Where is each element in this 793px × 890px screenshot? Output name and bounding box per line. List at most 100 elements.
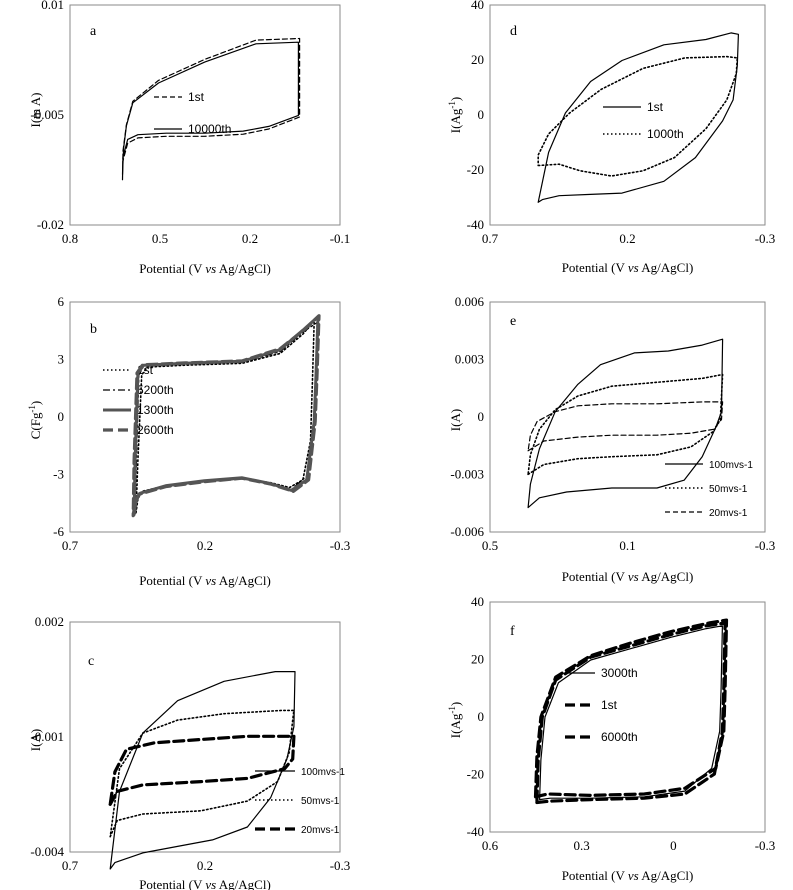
y-tick-label: 40 [471, 0, 484, 12]
y-tick-label: -0.004 [30, 844, 64, 859]
panel-label: a [90, 24, 97, 39]
x-tick-label: 0.2 [197, 858, 213, 873]
legend-label: 3000th [601, 666, 638, 680]
y-axis-label: I(Ag-1) [447, 97, 463, 133]
x-tick-label: -0.3 [755, 538, 776, 553]
x-tick-label: 0.7 [62, 858, 79, 873]
legend-label: 1st [188, 90, 205, 104]
x-tick-label: 0.6 [482, 838, 499, 853]
legend-label: 100mvs-1 [709, 460, 753, 471]
legend-label: 20mvs-1 [709, 508, 748, 519]
panel-label: f [510, 624, 515, 639]
y-tick-label: 0 [478, 709, 485, 724]
panel-label: c [88, 654, 94, 669]
x-tick-label: -0.1 [330, 231, 351, 246]
y-tick-label: 3 [58, 352, 65, 367]
plot-frame [69, 301, 341, 533]
legend-label: 20mvs-1 [301, 825, 340, 836]
y-tick-label: 6 [58, 294, 65, 309]
y-tick-label: 0.01 [41, 0, 64, 12]
legend-label: 2600th [137, 423, 174, 437]
y-tick-label: -20 [467, 162, 484, 177]
x-axis-label: Potential (V vs Ag/AgCl) [562, 569, 694, 584]
legend-label: 1300th [137, 403, 174, 417]
x-tick-label: 0.2 [242, 231, 258, 246]
legend-label: 100mvs-1 [301, 767, 345, 778]
series-curve-10000th [121, 41, 299, 176]
x-axis-label: Potential (V vs Ag/AgCl) [562, 260, 694, 275]
series-curve-3000th [539, 625, 723, 801]
y-tick-label: -40 [467, 217, 484, 232]
y-axis-label: I(A) [448, 409, 463, 431]
y-axis-label: I(A) [28, 729, 43, 751]
x-tick-label: 0.1 [619, 538, 635, 553]
series-curve-1st [537, 32, 739, 203]
x-tick-label: -0.3 [330, 858, 351, 873]
x-tick-label: 0.2 [619, 231, 635, 246]
legend-label: 1st [647, 100, 664, 114]
plot-frame [489, 301, 766, 533]
series-curve-20mvs-1 [527, 401, 724, 452]
x-tick-label: 0.5 [152, 231, 168, 246]
y-tick-label: -6 [53, 524, 64, 539]
y-tick-label: -0.005 [30, 107, 64, 122]
plot-frame [489, 4, 766, 226]
y-tick-label: 0.006 [455, 294, 485, 309]
panel-f: f 40 20 0 -20 -400.6 0.3 0 -0.3 Potential (V vs A… [447, 594, 775, 883]
series-curve-100mvs-1 [109, 671, 296, 870]
y-tick-label: 40 [471, 594, 484, 609]
legend-label: 1st [601, 698, 618, 712]
y-axis-label: I(Ag-1) [447, 702, 463, 738]
series-curve-50mvs-1 [109, 709, 295, 838]
plot-frame [69, 4, 341, 226]
legend-label: 50mvs-1 [709, 484, 748, 495]
x-tick-label: 0.2 [197, 538, 213, 553]
y-tick-label: 0 [478, 409, 485, 424]
y-tick-label: -3 [53, 467, 64, 482]
panel-label: e [510, 314, 516, 329]
series-curve-100mvs-1 [527, 338, 724, 509]
x-tick-label: 0.8 [62, 231, 78, 246]
y-tick-label: -0.006 [450, 524, 484, 539]
legend-label: 5200th [137, 383, 174, 397]
x-axis-label: Potential (V vs Ag/AgCl) [139, 261, 271, 276]
panel-d: d 40 20 0 -20 -400.7 0.2 -0.3 Potential (V vs Ag… [447, 0, 775, 275]
y-tick-label: -40 [467, 824, 484, 839]
series-curve-1000th [537, 55, 739, 177]
legend-label: 10000th [188, 122, 231, 136]
series-curve-5200th [134, 321, 318, 515]
x-tick-label: -0.3 [755, 838, 776, 853]
y-tick-label: 20 [471, 652, 484, 667]
y-tick-label: 20 [471, 52, 484, 67]
y-tick-label: -20 [467, 767, 484, 782]
series-curve-20mvs-1 [108, 734, 296, 806]
panel-label: b [90, 322, 97, 337]
y-tick-label: 0.002 [35, 614, 64, 629]
x-tick-label: -0.3 [330, 538, 351, 553]
legend-label: 50mvs-1 [301, 796, 340, 807]
plot-frame [69, 621, 341, 853]
series-curve-6000th [533, 618, 729, 799]
series-curve-1st [535, 621, 727, 805]
plot-frame [489, 601, 766, 833]
y-tick-label: -0.02 [37, 217, 64, 232]
x-tick-label: 0.5 [482, 538, 498, 553]
x-tick-label: 0.7 [62, 538, 79, 553]
x-axis-label: Potential (V vs Ag/AgCl) [139, 877, 271, 890]
x-tick-label: 0.3 [574, 838, 590, 853]
legend-label: 1000th [647, 127, 684, 141]
y-tick-label: -0.003 [450, 467, 484, 482]
panel-a: a 0.01 -0.005 -0.020.8 0.5 0.2 -0.1 Potential (… [28, 0, 350, 276]
series-curve-2600th [131, 314, 321, 518]
y-axis-label: I(m A) [28, 92, 43, 127]
panel-b: b 6 3 0 -3 -60.7 0.2 -0.3 Potential (V vs Ag/AgC… [27, 294, 350, 588]
y-axis-label: C(Fg-1) [27, 401, 43, 440]
y-tick-label: -0.001 [30, 729, 64, 744]
series-curve-50mvs-1 [527, 373, 724, 476]
y-tick-label: 0.003 [455, 352, 484, 367]
legend-label: 6000th [601, 730, 638, 744]
x-axis-label: Potential (V vs Ag/AgCl) [139, 573, 271, 588]
